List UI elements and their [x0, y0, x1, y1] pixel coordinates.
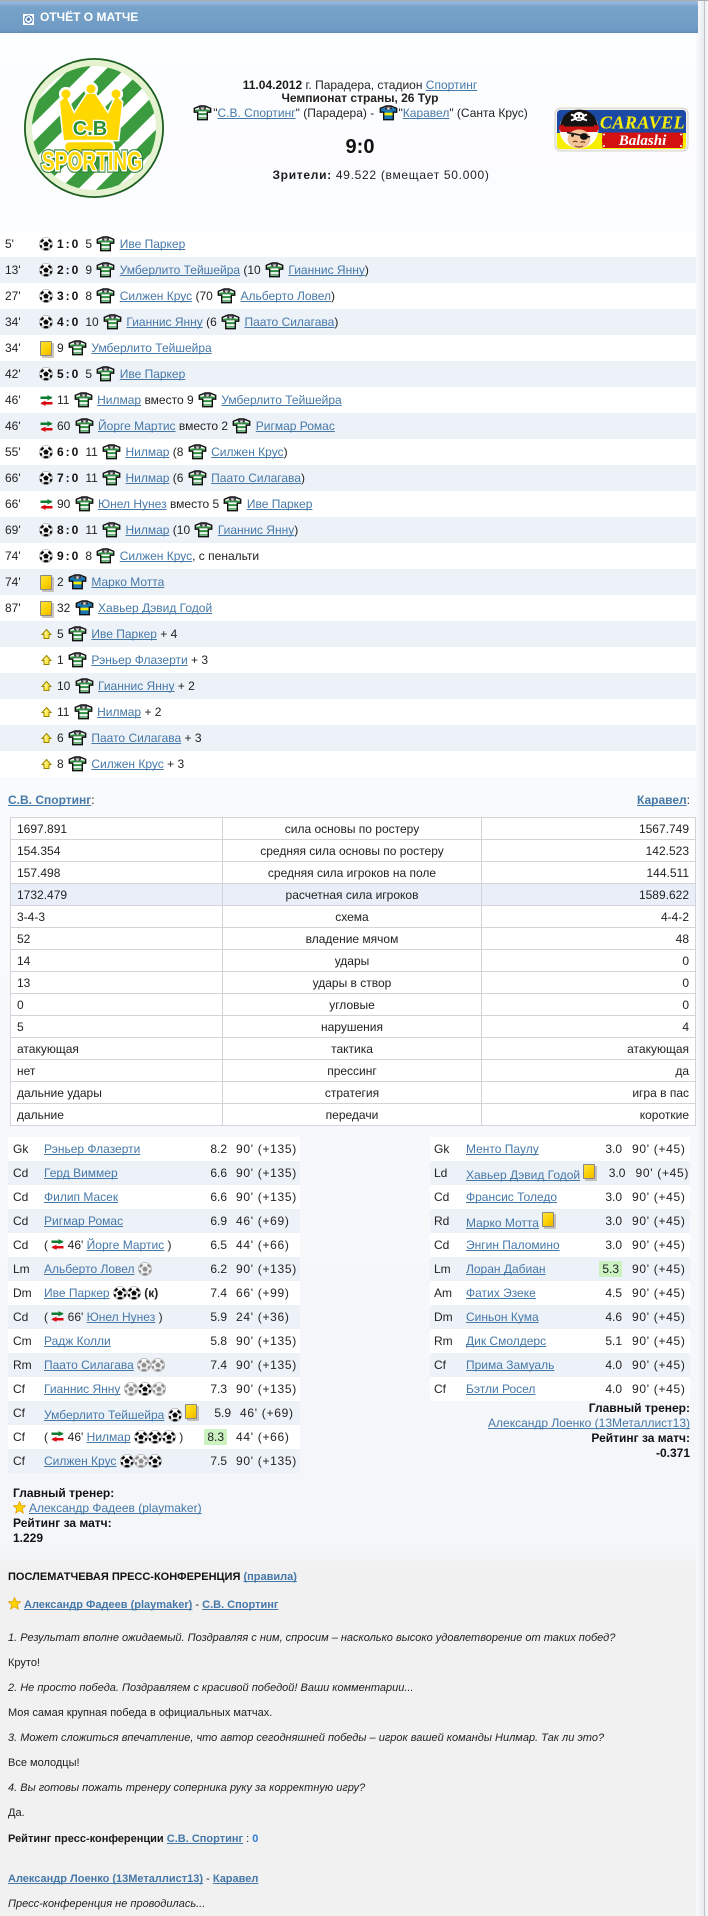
svg-text:C.B: C.B	[73, 118, 107, 140]
svg-text:SPORTING: SPORTING	[42, 146, 142, 176]
svg-text:SPORTING: SPORTING	[42, 146, 142, 176]
svg-text:CARAVEL: CARAVEL	[600, 113, 685, 133]
svg-text:Balashi: Balashi	[618, 133, 667, 149]
